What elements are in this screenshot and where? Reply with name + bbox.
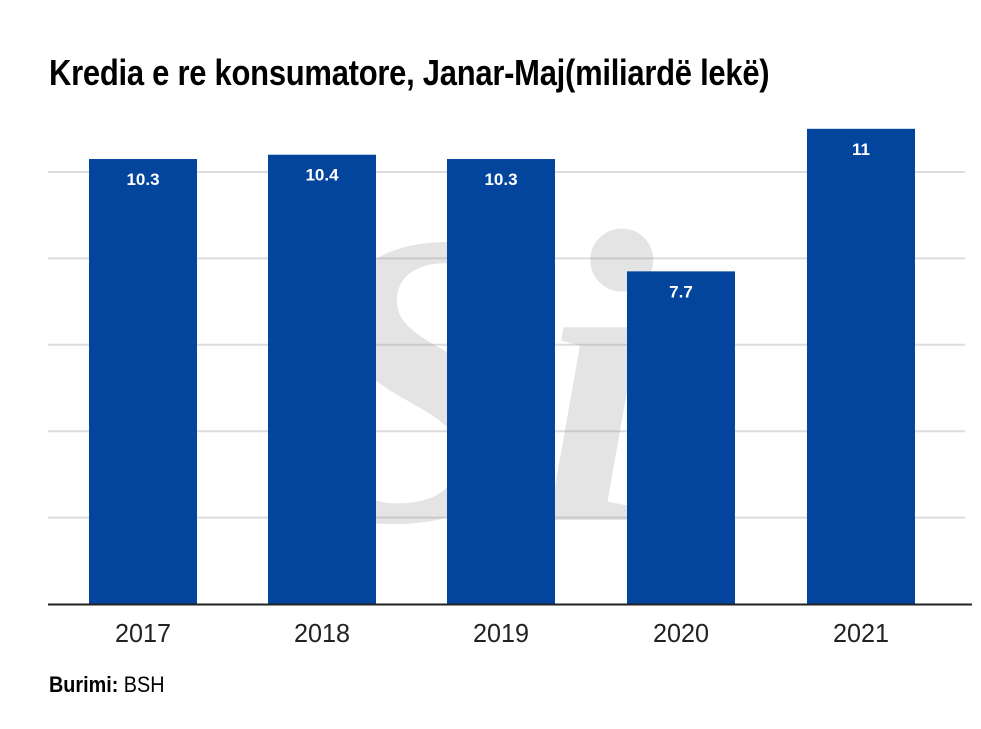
data-label-2019: 10.3 <box>484 170 517 189</box>
x-tick-2020: 2020 <box>653 618 709 648</box>
bar-2017 <box>89 159 197 605</box>
source-note: Burimi: BSH <box>49 672 165 698</box>
data-labels: 10.3 10.4 10.3 7.7 11 <box>126 140 870 302</box>
bar-2020 <box>627 271 735 604</box>
data-label-2018: 10.4 <box>305 166 339 185</box>
x-tick-2021: 2021 <box>833 618 889 648</box>
data-label-2021: 11 <box>852 140 870 159</box>
source-label: Burimi: <box>49 672 119 697</box>
x-tick-labels: 2017 2018 2019 2020 2021 <box>115 618 889 648</box>
x-tick-2017: 2017 <box>115 618 171 648</box>
data-label-2017: 10.3 <box>126 170 159 189</box>
source-value: BSH <box>118 672 165 697</box>
data-label-2020: 7.7 <box>669 282 693 301</box>
bars <box>89 128 915 605</box>
bar-2018 <box>268 154 376 604</box>
bar-2021 <box>807 128 915 605</box>
bar-2019 <box>447 159 555 605</box>
x-tick-2018: 2018 <box>294 618 350 648</box>
x-tick-2019: 2019 <box>473 618 529 648</box>
chart-title: Kredia e re konsumatore, Janar-Maj(milia… <box>49 52 770 93</box>
